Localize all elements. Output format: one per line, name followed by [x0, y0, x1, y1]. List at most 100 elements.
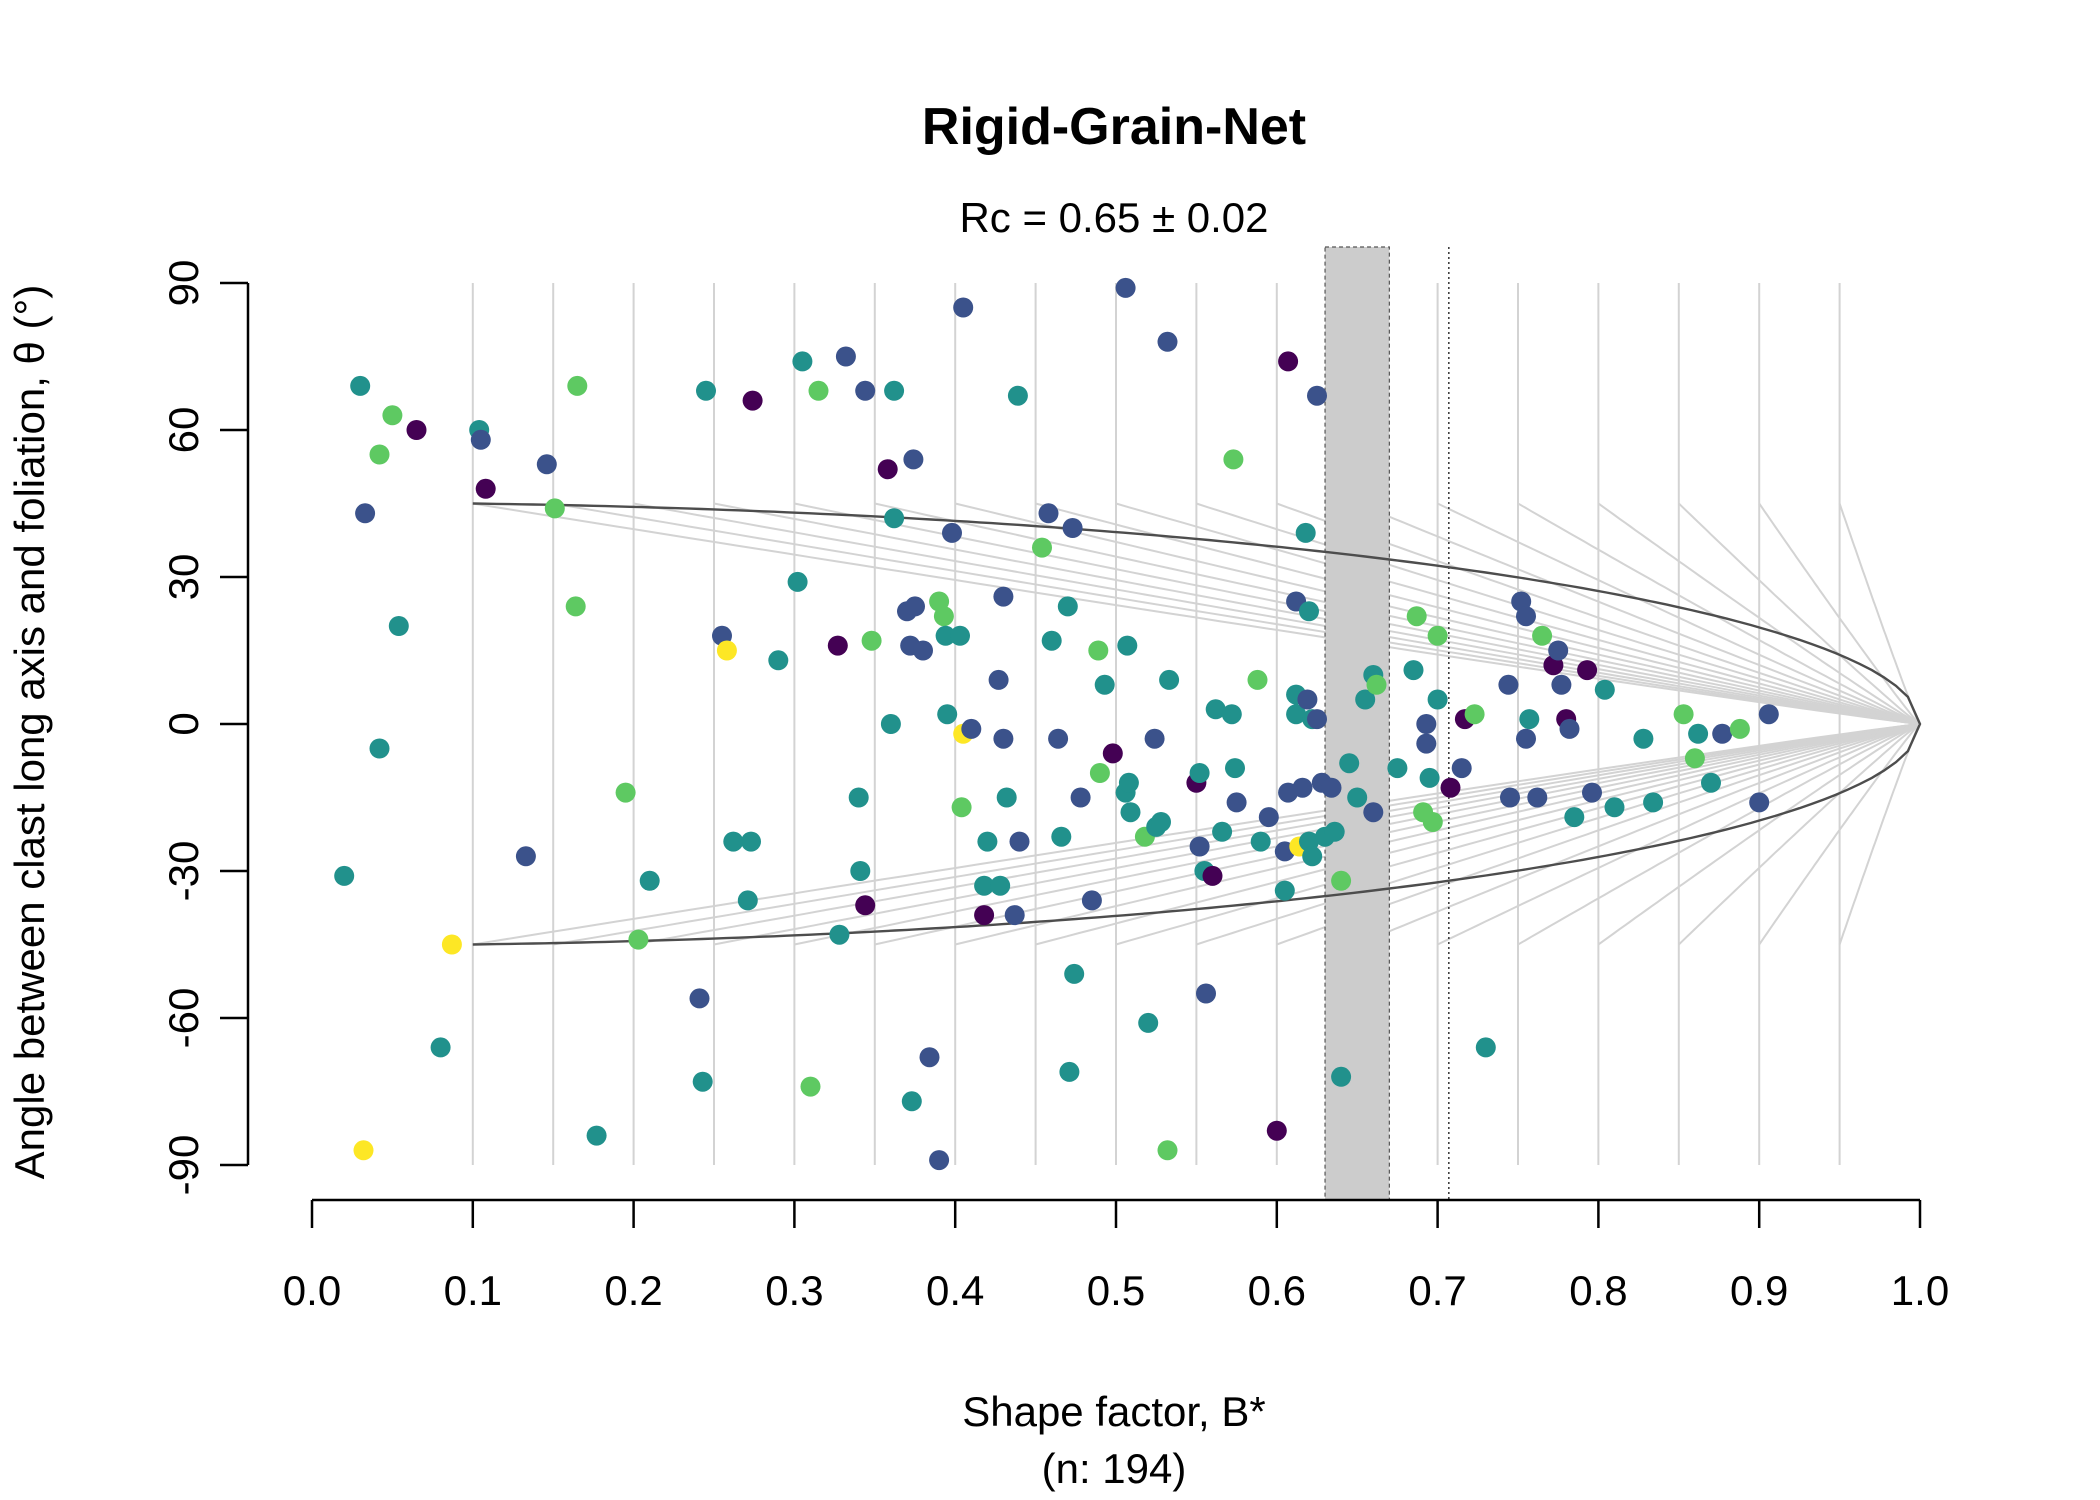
y-tick-label: 0 — [160, 712, 207, 735]
y-tick-label: -30 — [160, 841, 207, 902]
data-point — [988, 669, 1009, 690]
data-point — [1189, 763, 1210, 783]
data-point — [880, 714, 901, 734]
data-point — [1527, 787, 1548, 808]
data-point — [1278, 351, 1299, 372]
data-point — [1331, 1066, 1352, 1087]
data-point — [406, 420, 427, 440]
data-point — [929, 1150, 950, 1171]
data-point — [855, 895, 876, 916]
data-point — [1196, 983, 1216, 1004]
data-point — [1250, 831, 1271, 852]
data-point — [990, 875, 1011, 896]
data-point — [1331, 870, 1352, 891]
grid-curve-lower — [1838, 723, 1920, 945]
data-point — [441, 934, 462, 955]
grid-curve-lower — [1196, 723, 1919, 946]
data-point — [1117, 635, 1138, 656]
x-tick-label: 1.0 — [1891, 1267, 1949, 1314]
data-point — [696, 380, 716, 401]
data-point — [723, 831, 744, 852]
y-axis-label: Angle between clast long axis and foliat… — [6, 285, 53, 1180]
data-point — [800, 1076, 821, 1097]
data-point — [1247, 669, 1268, 690]
data-point — [515, 846, 536, 867]
data-point — [1548, 640, 1569, 661]
data-point — [1387, 758, 1408, 779]
axes: 0.0 0.1 0.2 0.3 0.4 0.5 0.6 0.7 0.8 0.9 1.0 -90 -60 -… — [160, 260, 1949, 1314]
data-point — [933, 606, 954, 627]
data-point — [1532, 625, 1553, 646]
data-point — [861, 630, 882, 651]
data-point — [615, 782, 636, 803]
data-point — [1577, 660, 1598, 681]
data-point — [1115, 277, 1136, 298]
data-point — [1519, 709, 1540, 730]
data-point — [536, 454, 557, 475]
grid-curve-upper — [1035, 502, 1919, 725]
data-point — [350, 375, 371, 396]
data-point — [692, 1071, 713, 1092]
chart-title: Rigid-Grain-Net — [922, 98, 1306, 156]
data-point — [1038, 503, 1059, 524]
data-point — [1416, 733, 1437, 754]
grid-curve-lower — [1356, 723, 1919, 946]
grid-curve-upper — [1196, 502, 1919, 725]
x-tick-label: 0.8 — [1569, 1267, 1627, 1314]
grid-curve-upper — [1356, 502, 1919, 725]
envelope-curve — [472, 502, 1922, 946]
data-point — [1564, 807, 1585, 828]
data-point — [1286, 704, 1307, 725]
data-point — [369, 738, 390, 759]
data-point — [1223, 449, 1244, 470]
data-point — [1151, 812, 1171, 832]
y-tick-label: 90 — [160, 260, 207, 307]
x-tick-label: 0.1 — [444, 1267, 502, 1314]
data-point — [1226, 792, 1247, 813]
data-point — [1673, 704, 1694, 725]
data-point — [1295, 522, 1316, 543]
data-point — [1070, 787, 1091, 808]
data-point — [1440, 777, 1461, 798]
y-tick-label: 30 — [160, 554, 207, 601]
data-point — [913, 640, 933, 661]
data-point — [884, 380, 905, 401]
data-point — [1406, 606, 1427, 627]
data-point — [1297, 689, 1318, 710]
data-point — [475, 478, 496, 499]
data-point — [1004, 905, 1025, 926]
data-point — [1427, 689, 1448, 710]
data-point — [1366, 674, 1387, 695]
data-point — [586, 1125, 607, 1146]
data-point — [1274, 880, 1295, 901]
data-point — [792, 351, 813, 372]
data-point — [1041, 630, 1062, 651]
data-point — [827, 635, 848, 656]
data-point — [1032, 537, 1052, 558]
data-point — [1138, 1012, 1159, 1033]
data-point — [903, 449, 924, 470]
grid-curve-lower — [1678, 723, 1920, 946]
data-point — [996, 787, 1017, 808]
data-point — [905, 596, 925, 617]
data-point — [1475, 1037, 1496, 1058]
data-point — [1302, 846, 1323, 867]
data-point — [334, 865, 355, 886]
data-point — [369, 444, 390, 465]
data-point — [1225, 758, 1245, 779]
rc-band — [1324, 246, 1390, 1201]
data-point — [1299, 601, 1319, 622]
data-point — [977, 831, 998, 852]
grid-curve-upper — [1678, 502, 1920, 725]
data-point — [1516, 728, 1536, 749]
x-axis-sample-count: (n: 194) — [1042, 1445, 1187, 1492]
data-point — [1007, 385, 1028, 406]
data-point — [1688, 723, 1709, 744]
data-point — [1064, 963, 1085, 984]
data-point — [382, 405, 403, 426]
data-point — [1048, 728, 1069, 749]
data-point — [1498, 674, 1519, 695]
data-point — [388, 616, 409, 636]
x-tick-label: 0.4 — [926, 1267, 984, 1314]
